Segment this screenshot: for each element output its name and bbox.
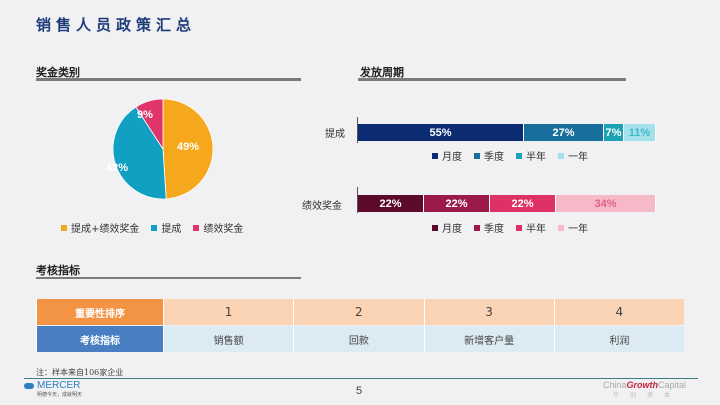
table-row-priority: 重要性排序 1 2 3 4 (36, 299, 684, 325)
footnote: 注：样本来自106家企业 (36, 368, 124, 377)
bar-seg-quarterly: 22% (424, 195, 490, 212)
row-header: 考核指标 (36, 326, 163, 352)
mercer-tagline: 明德今天，成就明天 (37, 392, 83, 398)
legend-swatch-icon (151, 224, 158, 231)
legend-swatch-icon (516, 224, 522, 231)
legend-label: 提成 (161, 224, 182, 235)
pie-slice-bonus (135, 99, 164, 151)
legend-label: 一年 (568, 152, 588, 163)
legend-swatch-icon (558, 152, 564, 159)
pie-label-commission-bonus: 49% (177, 141, 200, 153)
section-divider (358, 78, 626, 81)
table-row-kpi: 考核指标 销售额 回款 新增客户量 利润 (36, 326, 684, 352)
pie-slice-commission-bonus (162, 99, 213, 199)
legend-label: 提成+绩效奖金 (71, 224, 140, 235)
pie-legend: 提成+绩效奖金 提成 绩效奖金 (61, 220, 255, 235)
kpi-table: 重要性排序 1 2 3 4 考核指标 销售额 回款 新增客户量 利润 (36, 299, 684, 353)
bar-seg-yearly: 34% (556, 195, 656, 212)
pie-label-bonus: 9% (137, 109, 153, 121)
bar-row-label-bonus: 绩效奖金 (302, 201, 342, 212)
section-title-bonus-type: 奖金类别 (36, 66, 80, 79)
legend-swatch-icon (432, 152, 438, 159)
bonus-type-pie-chart (113, 99, 213, 199)
bar-bonus: 22% 22% 22% 34% (358, 195, 656, 212)
mercer-logo: MERCER 明德今天，成就明天 (24, 380, 82, 398)
cgc-subtitle: 华创资本 (613, 393, 682, 399)
bar-legend-bonus: 月度 季度 半年 一年 (432, 220, 600, 235)
pie-label-commission: 42% (106, 162, 129, 174)
bar-row-label-commission: 提成 (325, 129, 345, 140)
legend-swatch-icon (193, 224, 200, 231)
legend-swatch-icon (61, 224, 67, 231)
legend-swatch-icon (474, 224, 480, 231)
bar-seg-half-year: 7% (604, 124, 624, 141)
page-number: 5 (356, 385, 363, 397)
table-cell: 1 (163, 299, 294, 325)
bar-commission: 55% 27% 7% 11% (358, 124, 656, 141)
legend-label: 半年 (526, 224, 546, 235)
table-cell: 回款 (293, 326, 424, 352)
cgc-text-a: China (603, 380, 627, 390)
section-divider (36, 277, 301, 279)
table-cell: 利润 (553, 326, 684, 352)
mercer-brand-text: MERCER (37, 380, 81, 391)
legend-label: 绩效奖金 (203, 224, 244, 235)
legend-swatch-icon (516, 152, 522, 159)
cgc-text-b: Growth (626, 380, 659, 390)
page-title: 销售人员政策汇总 (36, 16, 197, 34)
bar-seg-monthly: 22% (358, 195, 424, 212)
bar-legend-commission: 月度 季度 半年 一年 (432, 148, 600, 163)
legend-label: 季度 (484, 152, 504, 163)
china-growth-capital-logo: ChinaGrowthCapital 华创资本 (603, 380, 686, 399)
bar-seg-quarterly: 27% (524, 124, 604, 141)
legend-swatch-icon (474, 152, 480, 159)
bar-seg-yearly: 11% (624, 124, 656, 141)
legend-label: 半年 (526, 152, 546, 163)
table-cell: 新增客户量 (423, 326, 554, 352)
pie-slice-commission (113, 106, 167, 199)
bar-axis (357, 187, 358, 213)
bar-seg-monthly: 55% (358, 124, 524, 141)
legend-swatch-icon (432, 224, 438, 231)
table-cell: 销售额 (163, 326, 294, 352)
bar-seg-half-year: 22% (490, 195, 556, 212)
section-title-pay-cycle: 发放周期 (360, 66, 404, 79)
section-title-kpi: 考核指标 (36, 264, 80, 277)
section-divider (36, 78, 301, 81)
table-cell: 4 (553, 299, 684, 325)
legend-label: 季度 (484, 224, 504, 235)
bar-axis (357, 117, 358, 143)
legend-swatch-icon (558, 224, 564, 231)
legend-label: 月度 (442, 224, 462, 235)
row-header: 重要性排序 (36, 299, 163, 325)
legend-label: 月度 (442, 152, 462, 163)
table-cell: 2 (293, 299, 424, 325)
mercer-logo-icon (24, 382, 34, 389)
footer-divider (24, 378, 698, 379)
table-cell: 3 (423, 299, 554, 325)
legend-label: 一年 (568, 224, 588, 235)
cgc-text-c: Capital (658, 380, 687, 390)
